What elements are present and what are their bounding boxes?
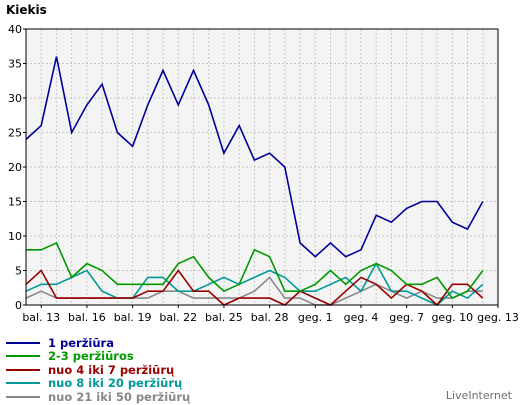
series-lines [25,56,484,307]
legend-label: 2-3 peržiūros [48,349,134,364]
x-tick-label: bal. 22 [159,311,197,324]
legend-item: 1 peržiūra [6,336,190,350]
x-tick-label: geg. 1 [298,311,333,324]
legend-swatch [6,368,40,371]
legend-label: nuo 21 iki 50 peržiūrų [48,389,191,404]
y-tick-label: 10 [8,230,22,243]
legend-item: 2-3 peržiūros [6,349,190,364]
series-line [25,56,484,258]
legend-item: nuo 8 iki 20 peržiūrų [6,376,190,391]
x-tick-label: bal. 19 [114,311,152,324]
legend-label: 1 peržiūra [48,335,114,350]
x-tick-label: bal. 13 [22,311,60,324]
legend-item: nuo 4 iki 7 peržiūrų [6,363,190,377]
x-tick-label: bal. 25 [205,311,243,324]
series-line [26,241,484,300]
x-axis: bal. 13 bal. 16 bal. 19 bal. 22 bal. 25 bal. … [22,305,519,324]
y-tick-label: 35 [8,58,22,71]
legend-swatch [6,395,40,398]
brand-label: LiveInternet [445,389,512,402]
legend-swatch [6,341,40,344]
y-tick-label: 30 [8,92,22,105]
y-axis-title: Kiekis [6,3,47,17]
y-axis: 0 5 10 15 20 25 30 35 40 [8,23,26,312]
y-tick-label: 20 [8,161,22,174]
legend-item: nuo 21 iki 50 peržiūrų [6,390,190,404]
y-tick-label: 0 [15,299,22,312]
y-tick-label: 40 [8,23,22,36]
x-tick-label: geg. 10 [431,311,473,324]
legend-label: nuo 4 iki 7 peržiūrų [48,362,175,377]
series-line [25,261,484,306]
legend-swatch [6,382,40,385]
x-tick-label: bal. 28 [251,311,289,324]
y-tick-label: 15 [8,196,22,209]
x-tick-label: bal. 16 [68,311,106,324]
x-tick-label: geg. 4 [344,311,379,324]
y-tick-label: 25 [8,127,22,140]
y-tick-label: 5 [15,265,22,278]
legend: 1 peržiūra 2-3 peržiūros nuo 4 iki 7 perži… [6,336,190,404]
legend-label: nuo 8 iki 20 peržiūrų [48,376,183,391]
legend-swatch [6,355,40,358]
x-tick-label: geg. 13 [477,311,519,324]
x-tick-label: geg. 7 [389,311,424,324]
plot-frame [25,28,499,306]
